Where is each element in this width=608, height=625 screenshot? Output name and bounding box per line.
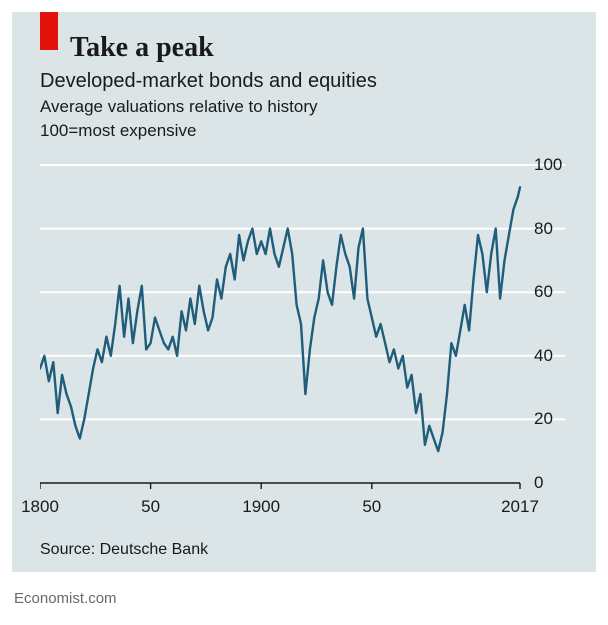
- x-tick-label: 1800: [21, 497, 59, 517]
- line-chart-svg: [40, 159, 565, 489]
- y-tick-label: 0: [534, 473, 543, 493]
- chart-card: Take a peak Developed-market bonds and e…: [12, 12, 596, 572]
- chart-subtitle: Developed-market bonds and equities: [40, 70, 568, 93]
- chart-title: Take a peak: [70, 32, 568, 64]
- x-tick-label: 2017: [501, 497, 539, 517]
- x-tick-label: 50: [141, 497, 160, 517]
- x-axis-labels: 1800501900502017: [40, 497, 565, 521]
- chart-source: Source: Deutsche Bank: [40, 541, 568, 559]
- attribution-text: Economist.com: [14, 590, 596, 607]
- chart-note-1: Average valuations relative to history: [40, 97, 568, 117]
- y-tick-label: 20: [534, 409, 553, 429]
- y-tick-label: 60: [534, 282, 553, 302]
- y-tick-label: 80: [534, 219, 553, 239]
- chart-note-2: 100=most expensive: [40, 121, 568, 141]
- x-tick-label: 1900: [242, 497, 280, 517]
- chart-plot-area: 020406080100: [40, 159, 565, 489]
- y-tick-label: 40: [534, 346, 553, 366]
- red-accent-tab: [40, 12, 58, 50]
- y-tick-label: 100: [534, 155, 562, 175]
- x-tick-label: 50: [362, 497, 381, 517]
